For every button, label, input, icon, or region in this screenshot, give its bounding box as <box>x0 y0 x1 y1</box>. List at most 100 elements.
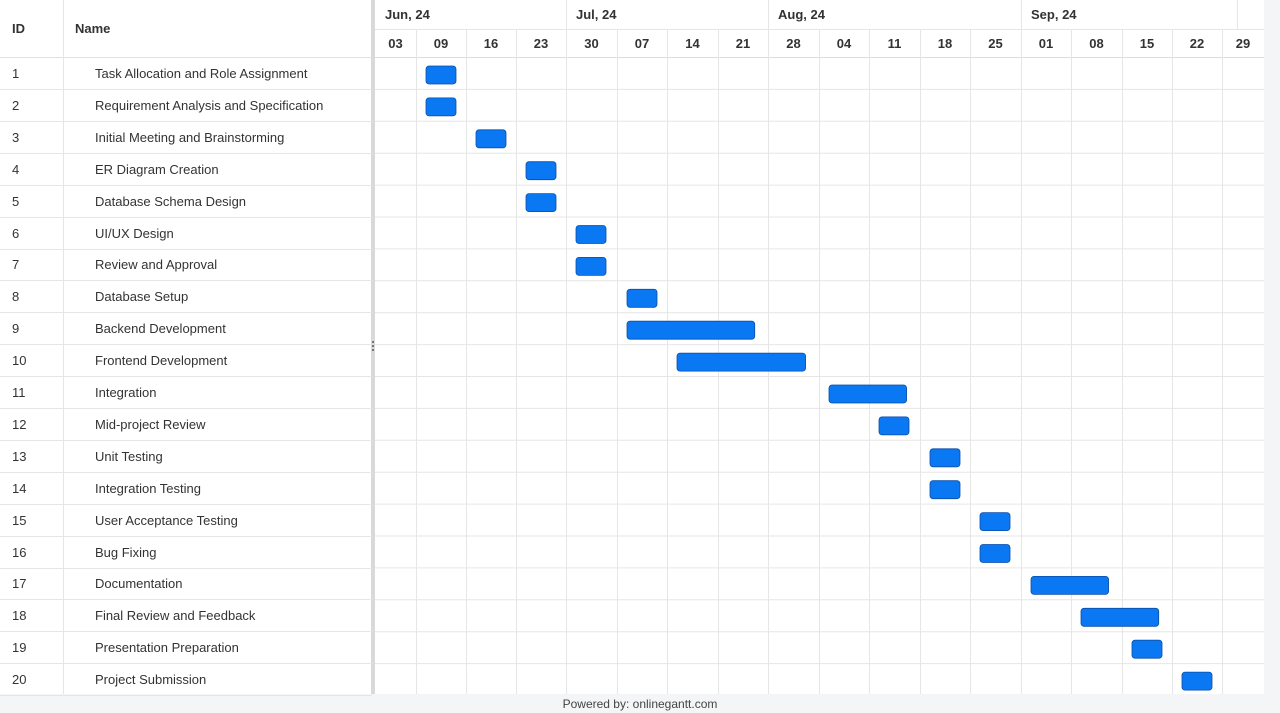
task-row[interactable]: 10 Frontend Development <box>0 345 372 378</box>
month-label: Aug, 24 <box>778 7 826 22</box>
week-tick-label: 09 <box>434 36 448 51</box>
task-bar[interactable] <box>929 480 961 500</box>
task-id: 3 <box>12 129 20 145</box>
id-column-header[interactable]: ID <box>12 21 25 36</box>
task-name: Documentation <box>95 576 183 592</box>
task-id: 1 <box>12 66 20 81</box>
drag-handle-icon[interactable] <box>372 341 375 353</box>
name-column-header[interactable]: Name <box>75 21 111 36</box>
task-bar[interactable] <box>525 161 557 181</box>
task-row[interactable]: 17 Documentation <box>0 568 372 601</box>
task-name: Review and Approval <box>95 257 218 273</box>
gantt-chart: ID Name 1 Task Allocation and Role Assign… <box>0 0 1264 697</box>
grid-header: ID Name <box>0 0 372 58</box>
week-tick-label: 28 <box>786 36 800 51</box>
task-bar[interactable] <box>475 129 507 149</box>
timeline-canvas: Jun, 24 Jul, 24 Aug, 24 Sep, 24 03 09 16 23 30 07… <box>375 0 1264 694</box>
task-name: Database Schema Design <box>95 193 247 209</box>
week-tick-label: 01 <box>1039 36 1053 51</box>
task-name: Requirement Analysis and Specification <box>95 97 324 113</box>
task-bar[interactable] <box>425 97 457 117</box>
task-bar[interactable] <box>1030 576 1109 595</box>
task-row[interactable]: 7 Review and Approval <box>0 249 372 282</box>
task-row[interactable]: 15 User Acceptance Testing <box>0 505 372 537</box>
task-row[interactable]: 8 Database Setup <box>0 281 372 314</box>
task-id: 18 <box>12 608 27 624</box>
week-tick-label: 29 <box>1236 36 1250 51</box>
task-row[interactable]: 9 Backend Development <box>0 313 372 346</box>
task-row[interactable]: 14 Integration Testing <box>0 473 372 505</box>
task-name: User Acceptance Testing <box>95 512 238 528</box>
task-id: 5 <box>12 193 20 209</box>
task-row[interactable]: 4 ER Diagram Creation <box>0 154 372 186</box>
task-bar[interactable] <box>828 384 907 404</box>
task-bar[interactable] <box>929 448 961 468</box>
task-name: UI/UX Design <box>95 225 174 241</box>
task-id: 19 <box>12 640 27 656</box>
grid-column-divider <box>63 0 64 694</box>
task-id: 6 <box>12 225 20 241</box>
task-name: Frontend Development <box>95 353 228 369</box>
month-label: Sep, 24 <box>1031 7 1077 22</box>
task-bar[interactable] <box>676 352 806 372</box>
task-row[interactable]: 16 Bug Fixing <box>0 537 372 569</box>
task-id: 15 <box>12 512 27 528</box>
task-bar[interactable] <box>1181 671 1213 691</box>
task-id: 10 <box>12 353 27 369</box>
task-row[interactable]: 13 Unit Testing <box>0 441 372 473</box>
task-id: 17 <box>12 576 27 592</box>
task-bar[interactable] <box>525 193 557 213</box>
week-tick-label: 15 <box>1140 36 1154 51</box>
task-name: Mid-project Review <box>95 416 206 432</box>
week-tick-label: 04 <box>837 36 852 51</box>
task-row[interactable]: 3 Initial Meeting and Brainstorming <box>0 122 372 154</box>
task-id: 16 <box>12 544 27 560</box>
task-name: Final Review and Feedback <box>95 608 256 624</box>
week-tick-label: 23 <box>534 36 548 51</box>
task-bar[interactable] <box>575 225 607 244</box>
task-bar[interactable] <box>575 256 607 276</box>
task-id: 8 <box>12 289 20 305</box>
month-label: Jul, 24 <box>576 7 617 22</box>
task-name: Project Submission <box>95 672 207 688</box>
task-bar[interactable] <box>626 320 756 340</box>
task-id: 11 <box>12 385 26 400</box>
task-name: Unit Testing <box>95 448 163 464</box>
task-row[interactable]: 12 Mid-project Review <box>0 409 372 441</box>
week-tick-label: 25 <box>988 36 1002 51</box>
task-row[interactable]: 1 Task Allocation and Role Assignment <box>0 58 372 90</box>
week-tick-label: 30 <box>584 36 598 51</box>
task-row[interactable]: 2 Requirement Analysis and Specification <box>0 90 372 122</box>
task-bar[interactable] <box>878 416 910 436</box>
task-name: Initial Meeting and Brainstorming <box>95 129 285 145</box>
task-row[interactable]: 20 Project Submission <box>0 664 372 697</box>
task-bar[interactable] <box>979 512 1011 531</box>
task-row[interactable]: 6 UI/UX Design <box>0 218 372 250</box>
task-bar[interactable] <box>979 544 1011 563</box>
month-label: Jun, 24 <box>385 7 431 22</box>
week-tick-label: 14 <box>685 36 700 51</box>
task-name: Presentation Preparation <box>95 640 239 656</box>
week-tick-label: 08 <box>1089 36 1103 51</box>
week-tick-label: 22 <box>1190 36 1204 51</box>
week-tick-label: 07 <box>635 36 649 51</box>
task-row[interactable]: 5 Database Schema Design <box>0 186 372 218</box>
week-tick-label: 11 <box>888 36 902 51</box>
task-id: 20 <box>12 672 27 688</box>
task-id: 13 <box>12 448 27 464</box>
task-row[interactable]: 18 Final Review and Feedback <box>0 600 372 633</box>
task-name: Backend Development <box>95 321 226 337</box>
grid-resize-handle[interactable] <box>372 0 375 694</box>
task-name: Bug Fixing <box>95 544 157 560</box>
week-tick-label: 16 <box>484 36 498 51</box>
powered-by-footer: Powered by: onlinegantt.com <box>562 697 718 711</box>
task-row[interactable]: 11 Integration <box>0 377 372 409</box>
task-grid: ID Name 1 Task Allocation and Role Assign… <box>0 0 372 697</box>
task-name: Task Allocation and Role Assignment <box>95 66 308 81</box>
week-tick-label: 18 <box>938 36 952 51</box>
task-bar[interactable] <box>1131 639 1163 659</box>
task-bar[interactable] <box>626 288 658 308</box>
task-bar[interactable] <box>1080 607 1160 627</box>
task-bar[interactable] <box>425 65 457 85</box>
task-row[interactable]: 19 Presentation Preparation <box>0 632 372 665</box>
